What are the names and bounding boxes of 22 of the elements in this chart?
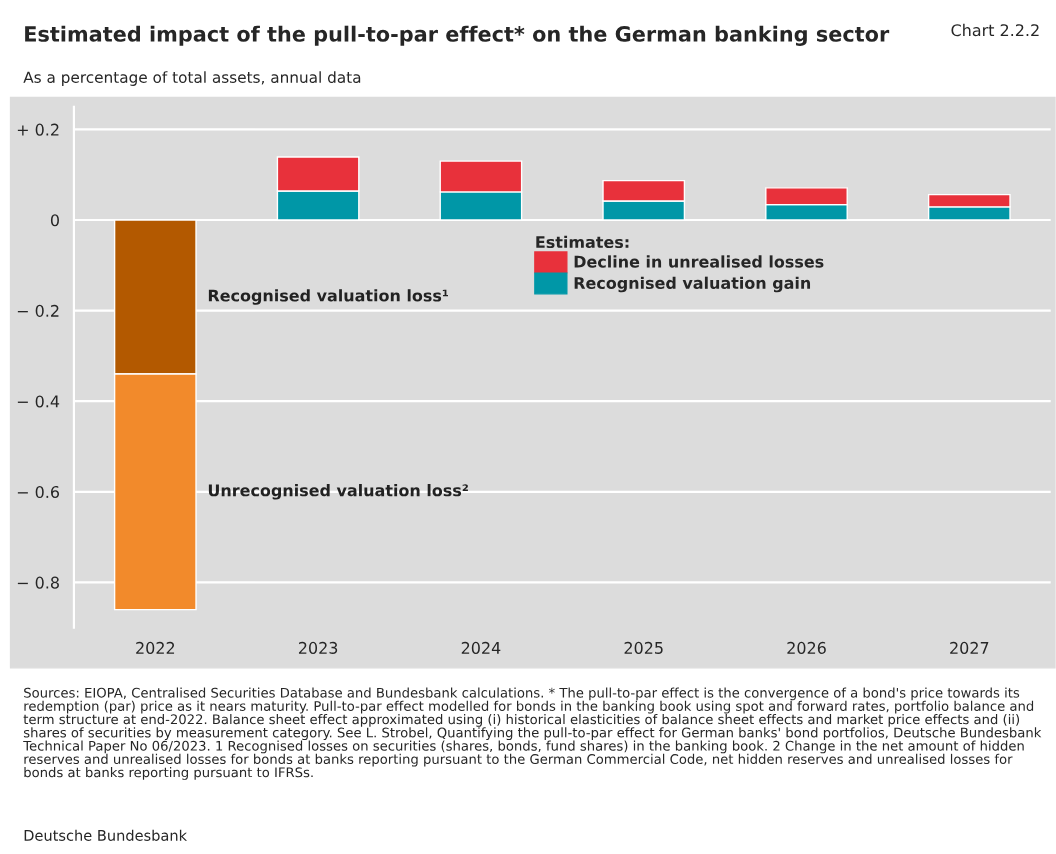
y-tick-label: 0 <box>50 214 59 227</box>
y-tick-label: − 0.6 <box>17 486 60 499</box>
text: Deutsche Bundesbank <box>24 829 188 841</box>
x-tick-label: 2024 <box>461 641 501 654</box>
y-tick-label: − 0.4 <box>17 395 60 408</box>
x-tick-label: 2026 <box>787 641 826 654</box>
y-tick-label: − 0.8 <box>17 576 59 589</box>
series-label: Recognised valuation loss¹ <box>208 289 448 305</box>
y-tick-label: − 0.2 <box>17 304 59 317</box>
caption: Chart 2.2.2 <box>951 23 1039 37</box>
y-tick-label: + 0.2 <box>17 123 59 136</box>
x-tick-label: 2027 <box>950 641 989 654</box>
legend-label: Decline in unrealised losses <box>574 255 824 268</box>
source-note: Sources: EIOPA, Centralised Securities Database and Bundesbank calculations. * The pull-to-par effect is the convergence of a bond's price towards its redemption (par) price as it nears maturity. Pull-to-par effect modelled for bonds in the banking book using spot and forward rates, portfolio balance and term structure at end-2022. Balance sheet effect approximated using (i) historical elasticities of balance sheet effects and market price effects and (ii) shares of securities by measurement category. See L. Strobel, Quantifying the pull-to-par effect for German banks' bond portfolios, Deutsche Bundesbank Technical Paper No 06/2023. 1 Recognised losses on securities (shares, bonds, fund shares) in the banking book. 2 Change in the net amount of hidden reserves and unrealised losses for bonds at banks reporting pursuant to the German Commercial Code, net hidden reserves and unrealised losses for bonds at banks reporting pursuant to IFRSs. <box>23 687 1042 780</box>
legend-label: Recognised valuation gain <box>574 276 811 293</box>
series-label: Unrecognised valuation loss² <box>208 484 468 500</box>
chart-title: Estimated impact of the pull-to-par effect* on the German banking sector <box>25 25 890 47</box>
x-tick-label: 2025 <box>624 641 663 654</box>
chart-subtitle: As a percentage of total assets, annual data <box>23 71 361 86</box>
x-tick-label: 2023 <box>298 641 338 654</box>
x-tick-label: 2022 <box>136 641 175 654</box>
legend-title: Estimates: <box>536 235 629 249</box>
